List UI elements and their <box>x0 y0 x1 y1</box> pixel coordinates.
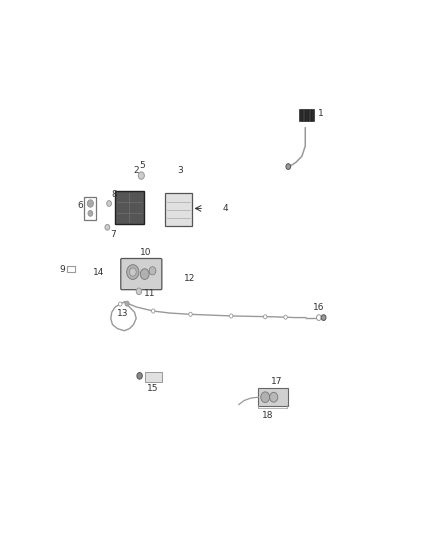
Text: 12: 12 <box>184 273 195 282</box>
FancyBboxPatch shape <box>258 388 288 406</box>
FancyBboxPatch shape <box>299 109 302 122</box>
Circle shape <box>264 314 267 319</box>
Circle shape <box>87 200 93 207</box>
Circle shape <box>107 200 111 206</box>
Text: 13: 13 <box>117 309 128 318</box>
Text: 18: 18 <box>262 411 274 420</box>
Circle shape <box>284 315 287 319</box>
FancyBboxPatch shape <box>305 109 308 122</box>
FancyBboxPatch shape <box>302 109 305 122</box>
Circle shape <box>137 373 142 379</box>
Text: 7: 7 <box>110 230 116 239</box>
Text: 11: 11 <box>144 289 155 298</box>
Circle shape <box>149 266 156 275</box>
Text: 4: 4 <box>223 204 228 213</box>
Circle shape <box>189 312 192 317</box>
Circle shape <box>88 211 93 216</box>
Circle shape <box>125 301 129 306</box>
Text: 9: 9 <box>60 265 66 273</box>
Text: 17: 17 <box>271 377 283 386</box>
FancyBboxPatch shape <box>115 191 144 224</box>
FancyBboxPatch shape <box>121 259 162 290</box>
Text: 1: 1 <box>318 109 324 118</box>
Circle shape <box>130 268 136 276</box>
FancyBboxPatch shape <box>165 193 192 227</box>
Text: 16: 16 <box>313 303 325 312</box>
Text: 5: 5 <box>139 161 145 170</box>
Circle shape <box>152 309 155 313</box>
Circle shape <box>140 269 149 279</box>
Circle shape <box>105 224 110 230</box>
Circle shape <box>138 172 145 179</box>
Circle shape <box>317 314 321 320</box>
Circle shape <box>230 314 233 318</box>
Text: 10: 10 <box>140 248 151 257</box>
Text: 14: 14 <box>92 268 104 277</box>
Circle shape <box>127 265 139 279</box>
Text: 8: 8 <box>112 190 117 199</box>
Text: 2: 2 <box>134 166 139 175</box>
Text: 6: 6 <box>77 201 83 210</box>
Circle shape <box>261 392 270 402</box>
Circle shape <box>286 164 291 169</box>
Circle shape <box>270 392 278 402</box>
FancyBboxPatch shape <box>311 109 314 122</box>
FancyBboxPatch shape <box>308 109 311 122</box>
Circle shape <box>119 302 122 306</box>
Circle shape <box>136 288 141 295</box>
Text: 15: 15 <box>147 384 158 393</box>
Text: 3: 3 <box>177 166 183 175</box>
Circle shape <box>321 314 326 320</box>
FancyBboxPatch shape <box>145 372 162 383</box>
